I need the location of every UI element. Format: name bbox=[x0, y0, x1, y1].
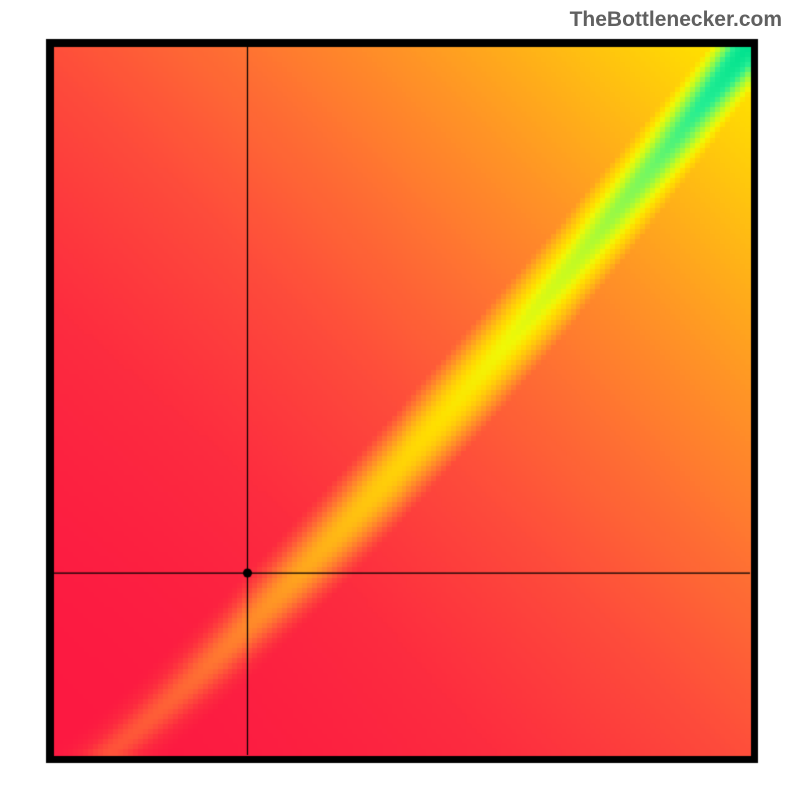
watermark-text: TheBottlenecker.com bbox=[570, 8, 782, 32]
bottleneck-heatmap bbox=[0, 0, 800, 800]
